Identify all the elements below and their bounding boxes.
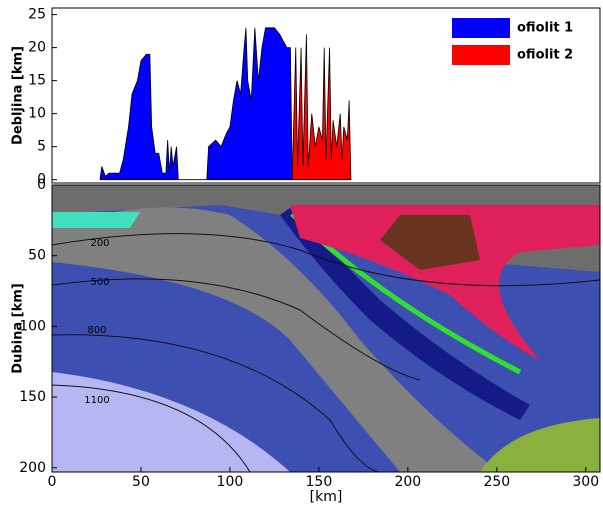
x-tick-label: 250 <box>483 474 510 490</box>
legend-label: ofiolit 2 <box>517 48 573 63</box>
y-axis-label: Dubina [km] <box>11 283 26 373</box>
x-tick-label: 50 <box>132 474 150 490</box>
area <box>99 27 293 181</box>
x-tick-label: 300 <box>572 474 599 490</box>
sediment <box>380 215 480 270</box>
frame <box>51 184 601 473</box>
legend-swatch <box>452 45 510 65</box>
y-tick-label: 50 <box>28 248 46 264</box>
y-tick-label: 20 <box>28 40 46 56</box>
x-tick-label: 150 <box>306 474 333 490</box>
y-tick-label: 10 <box>28 106 46 122</box>
isotherms <box>52 233 600 472</box>
y-tick-label: 0 <box>37 172 46 188</box>
legend-label: ofiolit 1 <box>517 21 573 36</box>
thickness-panel: ofiolit 1 ofiolit 2 0 5 10 15 20 25 Debljina [km… <box>11 7 601 188</box>
isotherm-label: 1100 <box>84 395 109 406</box>
y-tick-label: 200 <box>19 460 46 476</box>
isotherm-label: 800 <box>87 325 106 336</box>
legend-swatch <box>452 18 510 38</box>
y-axis-label: Debljina [km] <box>11 46 26 145</box>
y-tick-label: 150 <box>19 389 46 405</box>
y-tick-label: 5 <box>37 139 46 155</box>
slab <box>52 207 500 472</box>
y-tick-label: 100 <box>19 318 46 334</box>
y-tick-label: 0 <box>37 177 46 193</box>
frame <box>51 7 601 184</box>
x-tick-label: 200 <box>394 474 421 490</box>
x-tick-label: 0 <box>48 474 57 490</box>
isotherm-label: 200 <box>90 238 109 249</box>
y-tick-label: 25 <box>28 7 46 23</box>
lower-right-region <box>480 418 600 472</box>
ophiolite-region <box>290 205 600 360</box>
x-axis-label: [km] <box>310 489 343 505</box>
isotherm-label: 500 <box>90 277 109 288</box>
x-tick-label: 100 <box>217 474 244 490</box>
subduction-channel <box>280 208 530 420</box>
surface-layer <box>52 212 140 228</box>
model-image <box>52 185 600 472</box>
area <box>291 34 352 181</box>
y-tick-label: 15 <box>28 73 46 89</box>
